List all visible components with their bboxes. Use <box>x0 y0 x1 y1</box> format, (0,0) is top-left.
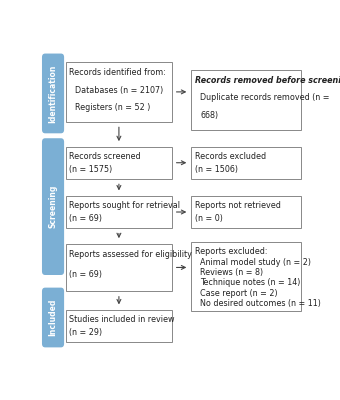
Text: (n = 29): (n = 29) <box>69 328 102 337</box>
FancyBboxPatch shape <box>191 242 301 311</box>
Text: Records removed before screening:: Records removed before screening: <box>194 76 340 85</box>
Text: Reports sought for retrieval: Reports sought for retrieval <box>69 202 181 210</box>
Text: Records identified from:: Records identified from: <box>69 68 166 77</box>
FancyBboxPatch shape <box>191 146 301 179</box>
Text: Included: Included <box>49 299 57 336</box>
FancyBboxPatch shape <box>42 288 64 347</box>
FancyBboxPatch shape <box>66 310 172 342</box>
Text: Case report (n = 2): Case report (n = 2) <box>200 288 278 298</box>
Text: Reports excluded:: Reports excluded: <box>194 247 267 256</box>
FancyBboxPatch shape <box>66 62 172 122</box>
Text: Reports assessed for eligibility: Reports assessed for eligibility <box>69 250 192 259</box>
Text: Studies included in review: Studies included in review <box>69 315 175 324</box>
Text: Reviews (n = 8): Reviews (n = 8) <box>200 268 264 277</box>
Text: (n = 1506): (n = 1506) <box>194 165 238 174</box>
FancyBboxPatch shape <box>42 138 64 275</box>
Text: 668): 668) <box>200 111 219 120</box>
FancyBboxPatch shape <box>66 244 172 291</box>
Text: (n = 69): (n = 69) <box>69 214 102 223</box>
Text: Duplicate records removed (n =: Duplicate records removed (n = <box>200 94 330 102</box>
Text: (n = 0): (n = 0) <box>194 214 222 223</box>
Text: Technique notes (n = 14): Technique notes (n = 14) <box>200 278 301 287</box>
Text: Animal model study (n = 2): Animal model study (n = 2) <box>200 258 311 267</box>
Text: Records excluded: Records excluded <box>194 152 266 161</box>
FancyBboxPatch shape <box>191 196 301 228</box>
Text: Reports not retrieved: Reports not retrieved <box>194 202 280 210</box>
FancyBboxPatch shape <box>66 146 172 179</box>
Text: Registers (n = 52 ): Registers (n = 52 ) <box>75 103 151 112</box>
Text: (n = 69): (n = 69) <box>69 270 102 280</box>
Text: Databases (n = 2107): Databases (n = 2107) <box>75 86 164 95</box>
Text: No desired outcomes (n = 11): No desired outcomes (n = 11) <box>200 299 321 308</box>
FancyBboxPatch shape <box>42 54 64 133</box>
FancyBboxPatch shape <box>191 70 301 130</box>
Text: Screening: Screening <box>49 185 57 228</box>
Text: Records screened: Records screened <box>69 152 141 161</box>
FancyBboxPatch shape <box>66 196 172 228</box>
Text: Identification: Identification <box>49 64 57 123</box>
Text: (n = 1575): (n = 1575) <box>69 165 113 174</box>
